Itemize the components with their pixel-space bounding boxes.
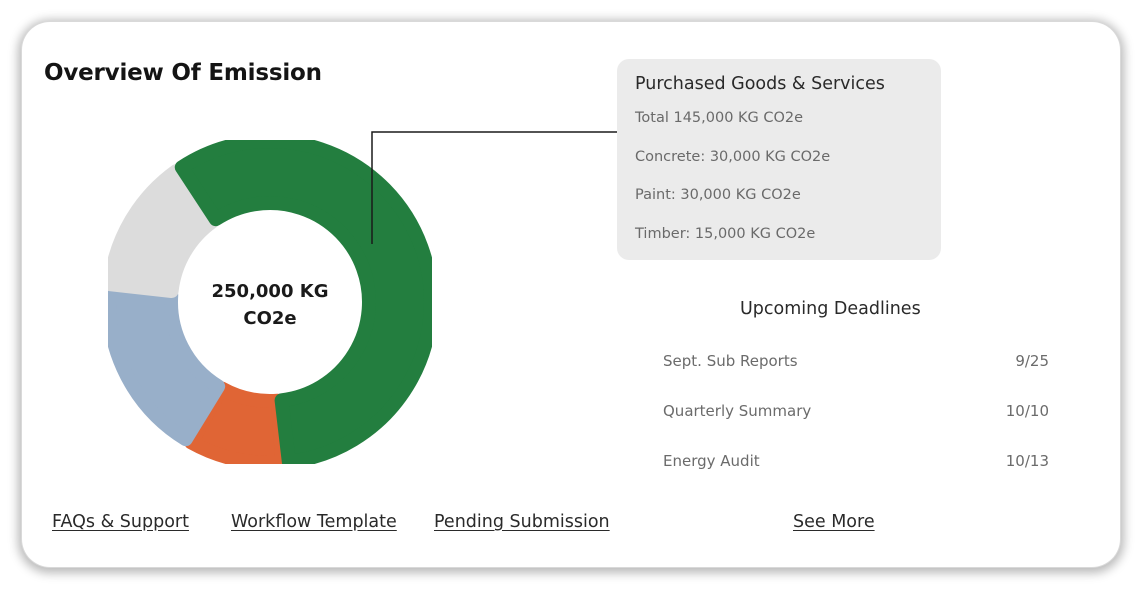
see-more-link[interactable]: See More	[793, 512, 875, 532]
category-tooltip: Purchased Goods & Services Total 145,000…	[617, 59, 941, 260]
tooltip-timber: Timber: 15,000 KG CO2e	[635, 226, 816, 242]
tooltip-concrete: Concrete: 30,000 KG CO2e	[635, 149, 831, 165]
deadline-row: Sept. Sub Reports 9/25	[663, 352, 1049, 374]
faqs-support-link[interactable]: FAQs & Support	[52, 512, 189, 532]
page-title: Overview Of Emission	[44, 60, 322, 86]
deadlines-title: Upcoming Deadlines	[740, 299, 921, 319]
deadline-name: Quarterly Summary	[663, 402, 812, 420]
deadline-row: Energy Audit 10/13	[663, 452, 1049, 474]
deadline-date: 10/13	[1005, 452, 1049, 470]
tooltip-paint: Paint: 30,000 KG CO2e	[635, 187, 801, 203]
deadline-row: Quarterly Summary 10/10	[663, 402, 1049, 424]
emission-donut-chart	[108, 140, 432, 464]
deadline-name: Sept. Sub Reports	[663, 352, 798, 370]
pending-submission-link[interactable]: Pending Submission	[434, 512, 610, 532]
donut-center-total: 250,000 KG CO2e	[211, 281, 329, 329]
deadline-date: 10/10	[1005, 402, 1049, 420]
donut-slice[interactable]	[174, 140, 432, 464]
workflow-template-link[interactable]: Workflow Template	[231, 512, 397, 532]
tooltip-heading: Purchased Goods & Services	[635, 74, 885, 94]
deadline-date: 9/25	[1015, 352, 1049, 370]
tooltip-total: Total 145,000 KG CO2e	[635, 110, 804, 126]
deadline-name: Energy Audit	[663, 452, 760, 470]
